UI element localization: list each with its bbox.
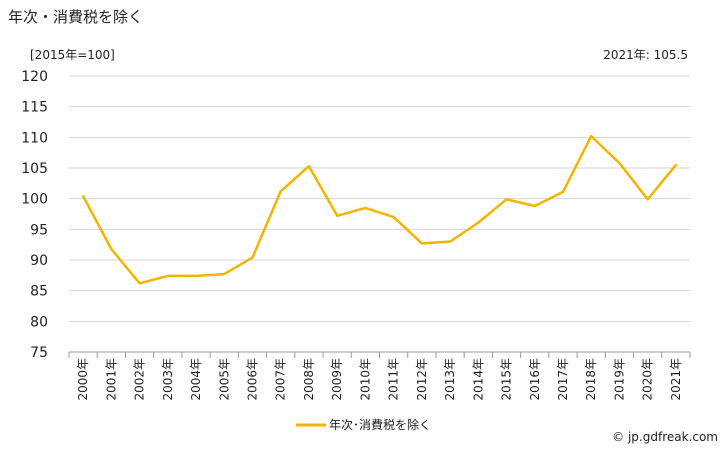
y-tick-label: 120	[21, 69, 48, 85]
x-tick-label: 2016年	[528, 358, 542, 401]
legend-label: 年次･消費税を除く	[329, 417, 431, 432]
x-tick-label: 2011年	[387, 358, 401, 401]
legend: 年次･消費税を除く	[296, 417, 431, 432]
x-tick-label: 2001年	[104, 358, 118, 401]
x-tick-label: 2013年	[443, 358, 457, 401]
x-tick-label: 2015年	[500, 358, 514, 401]
grid-lines	[69, 75, 690, 353]
x-tick-label: 2005年	[217, 358, 231, 401]
x-tick-label: 2009年	[330, 358, 344, 401]
x-tick-label: 2017年	[556, 358, 570, 401]
latest-value-label: 2021年: 105.5	[603, 48, 688, 62]
x-tick-label: 2000年	[76, 358, 90, 401]
chart-title: 年次・消費税を除く	[8, 8, 144, 26]
y-axis-ticks: 75 80 85 90 95 100 105 110 115 120	[21, 69, 48, 361]
x-tick-label: 2006年	[245, 358, 259, 401]
y-tick-label: 105	[21, 161, 48, 177]
series-lines	[81, 134, 678, 285]
y-tick-label: 115	[21, 100, 48, 116]
x-tick-label: 2018年	[584, 358, 598, 401]
x-tick-label: 2007年	[274, 358, 288, 401]
x-tick-label: 2020年	[641, 358, 655, 401]
y-tick-label: 100	[21, 192, 48, 208]
series-line	[81, 134, 678, 285]
x-tick-label: 2010年	[358, 358, 372, 401]
x-tick-label: 2002年	[133, 358, 147, 401]
x-tick-label: 2003年	[161, 358, 175, 401]
x-tick-label: 2008年	[302, 358, 316, 401]
x-tick-label: 2019年	[612, 358, 626, 401]
y-tick-label: 90	[30, 253, 48, 269]
source-credit: © jp.gdfreak.com	[612, 430, 718, 444]
x-tick-label: 2021年	[669, 358, 683, 401]
x-tick-label: 2012年	[415, 358, 429, 401]
x-tick-label: 2004年	[189, 358, 203, 401]
y-tick-label: 110	[21, 130, 48, 146]
x-tick-label: 2014年	[471, 358, 485, 401]
y-tick-label: 75	[30, 345, 48, 361]
y-tick-label: 85	[30, 284, 48, 300]
y-tick-label: 95	[30, 222, 48, 238]
x-axis-ticks: 2000年 2001年 2002年 2003年 2004年 2005年 2006年 2007年…	[68, 352, 691, 401]
unit-label: [2015年=100]	[30, 48, 115, 62]
y-tick-label: 80	[30, 314, 48, 330]
